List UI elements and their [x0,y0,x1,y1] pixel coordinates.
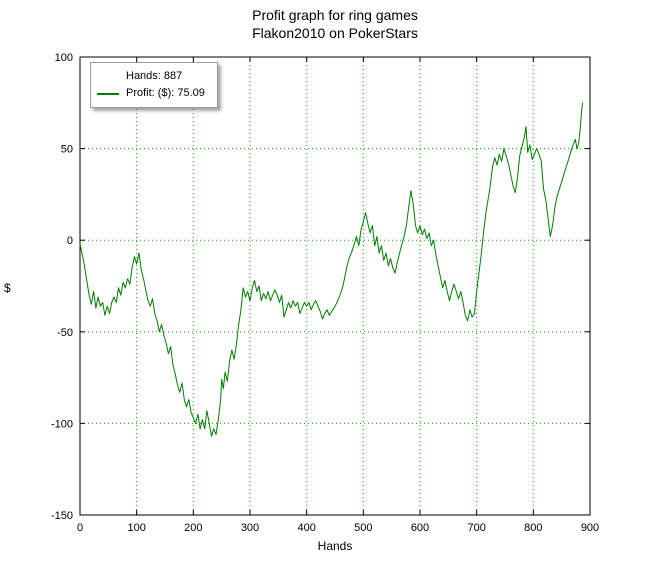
legend-row-hands: Hands: 887 [97,68,205,85]
y-axis-label: $ [4,281,11,295]
x-tick-label: 800 [524,522,542,534]
x-tick-label: 700 [467,522,485,534]
y-tick-label: -50 [57,327,73,339]
chart-subtitle: Flakon2010 on PokerStars [252,25,418,41]
chart-title: Profit graph for ring games [252,7,418,23]
profit-line [79,102,584,437]
x-tick-label: 400 [297,522,315,534]
x-tick-label: 100 [127,522,145,534]
x-tick-label: 600 [411,522,429,534]
x-tick-label: 0 [77,522,83,534]
x-tick-label: 900 [581,522,599,534]
x-tick-label: 200 [184,522,202,534]
plot-border [79,56,591,516]
x-axis-label: Hands [317,539,353,553]
y-tick-label: -150 [51,510,73,522]
legend-box: Hands: 887 Profit: ($): 75.09 [90,62,218,108]
y-tick-label: 100 [55,52,73,64]
legend-profit-label: Profit: ($): 75.09 [126,87,205,99]
y-tick-label: 50 [61,144,73,156]
legend-hands-label: Hands: 887 [126,70,183,82]
x-tick-label: 300 [241,522,259,534]
y-tick-label: -100 [51,418,73,430]
legend-row-profit: Profit: ($): 75.09 [97,85,205,102]
x-tick-label: 500 [354,522,372,534]
legend-line-sample-icon [97,92,119,95]
y-tick-label: 0 [67,235,73,247]
